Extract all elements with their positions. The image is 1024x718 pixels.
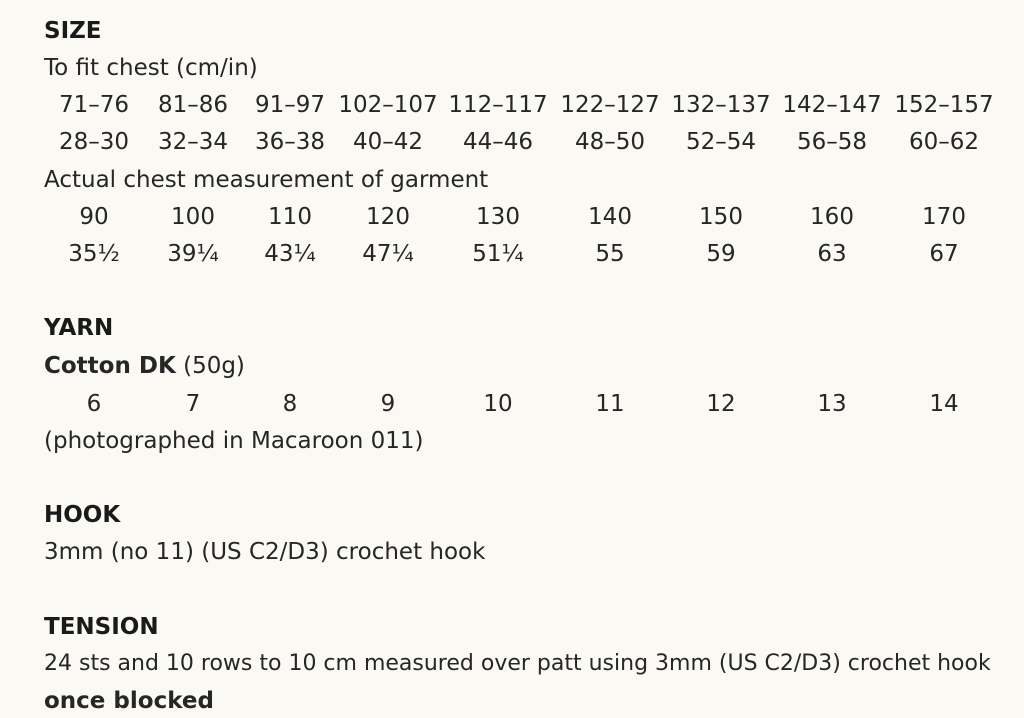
table-cell: 52–54 [685, 129, 757, 155]
table-cell: 51¼ [472, 241, 524, 267]
actual-in-row: 35½ 39¼ 43¼ 47¼ 51¼ 55 59 63 67 [0, 239, 1024, 269]
hook-text: 3mm (no 11) (US C2/D3) crochet hook [44, 539, 486, 565]
yarn-heading: YARN [44, 315, 114, 341]
table-cell: 44–46 [462, 129, 534, 155]
table-cell: 90 [79, 204, 109, 230]
tension-text: 24 sts and 10 rows to 10 cm measured ove… [44, 651, 991, 676]
table-cell: 28–30 [58, 129, 130, 155]
table-cell: 110 [268, 204, 312, 230]
table-cell: 100 [171, 204, 215, 230]
yarn-name: Cotton DK [44, 353, 176, 379]
yarn-photographed-note: (photographed in Macaroon 011) [44, 428, 424, 454]
table-cell: 63 [817, 241, 847, 267]
table-cell: 67 [929, 241, 959, 267]
yarn-balls-row: 6 7 8 9 10 11 12 13 14 [0, 389, 1024, 419]
table-cell: 48–50 [574, 129, 646, 155]
table-cell: 60–62 [908, 129, 980, 155]
table-cell: 112–117 [448, 92, 548, 118]
fit-cm-row: 71–76 81–86 91–97 102–107 112–117 122–12… [0, 90, 1024, 120]
hook-heading: HOOK [44, 502, 121, 528]
tension-note: once blocked [44, 688, 214, 714]
fit-chest-label: To fit chest (cm/in) [44, 55, 258, 81]
table-cell: 14 [929, 391, 959, 417]
table-cell: 47¼ [362, 241, 414, 267]
table-cell: 132–137 [671, 92, 771, 118]
table-cell: 71–76 [58, 92, 130, 118]
table-cell: 43¼ [264, 241, 316, 267]
actual-chest-label: Actual chest measurement of garment [44, 167, 489, 193]
table-cell: 32–34 [157, 129, 229, 155]
table-cell: 56–58 [796, 129, 868, 155]
table-cell: 35½ [68, 241, 120, 267]
table-cell: 152–157 [894, 92, 994, 118]
table-cell: 102–107 [338, 92, 438, 118]
table-cell: 55 [595, 241, 625, 267]
table-cell: 12 [706, 391, 736, 417]
table-cell: 36–38 [254, 129, 326, 155]
table-cell: 140 [588, 204, 632, 230]
yarn-weight: (50g) [175, 353, 245, 379]
actual-cm-row: 90 100 110 120 130 140 150 160 170 [0, 202, 1024, 232]
table-cell: 9 [380, 391, 396, 417]
table-cell: 11 [595, 391, 625, 417]
table-cell: 40–42 [352, 129, 424, 155]
table-cell: 91–97 [254, 92, 326, 118]
size-heading: SIZE [44, 18, 102, 44]
table-cell: 122–127 [560, 92, 660, 118]
table-cell: 120 [366, 204, 410, 230]
table-cell: 59 [706, 241, 736, 267]
table-cell: 10 [483, 391, 513, 417]
table-cell: 170 [922, 204, 966, 230]
table-cell: 150 [699, 204, 743, 230]
table-cell: 142–147 [782, 92, 882, 118]
tension-heading: TENSION [44, 614, 159, 640]
table-cell: 160 [810, 204, 854, 230]
table-cell: 7 [185, 391, 201, 417]
table-cell: 8 [282, 391, 298, 417]
table-cell: 6 [86, 391, 102, 417]
table-cell: 81–86 [157, 92, 229, 118]
fit-in-row: 28–30 32–34 36–38 40–42 44–46 48–50 52–5… [0, 127, 1024, 157]
table-cell: 130 [476, 204, 520, 230]
table-cell: 13 [817, 391, 847, 417]
yarn-name-line: Cotton DK (50g) [44, 351, 245, 381]
table-cell: 39¼ [167, 241, 219, 267]
